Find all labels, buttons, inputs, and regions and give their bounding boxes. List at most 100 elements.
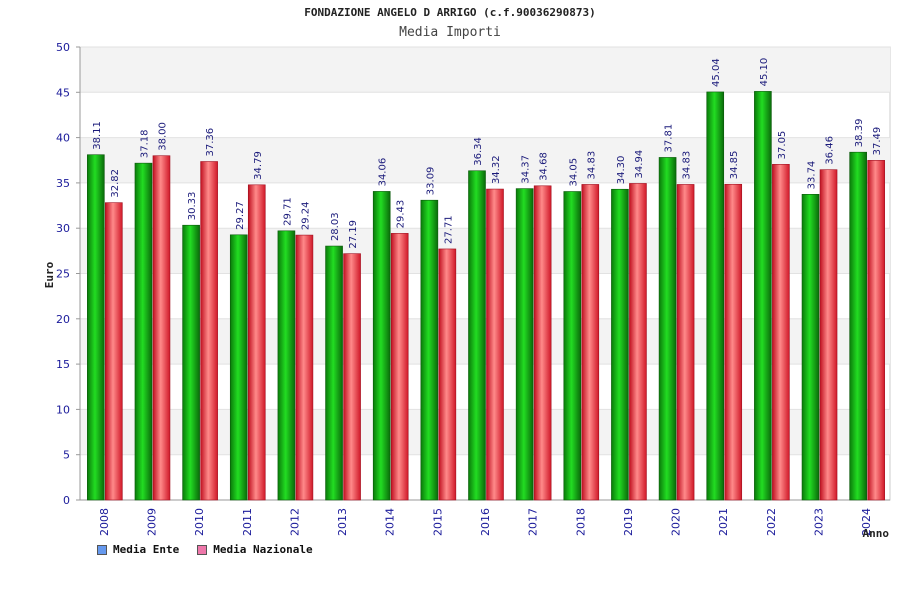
y-tick-label: 30 [56, 222, 70, 235]
x-tick-label: 2008 [98, 508, 111, 536]
bar-media-nazionale [343, 253, 361, 501]
data-label: 38.11 [92, 121, 103, 150]
data-label: 37.36 [205, 128, 216, 157]
bar-media-ente [134, 162, 153, 501]
x-tick-label: 2024 [860, 508, 873, 536]
legend-label: Media Ente [113, 543, 180, 556]
bar-media-ente [420, 199, 439, 501]
data-label: 34.37 [521, 155, 532, 184]
x-tick-label: 2014 [384, 508, 397, 536]
y-tick-label: 45 [56, 86, 70, 99]
y-tick-label: 40 [56, 132, 70, 145]
bar-media-nazionale [676, 184, 695, 501]
x-tick-label: 2019 [622, 508, 635, 536]
x-tick-label: 2018 [574, 508, 587, 536]
bar-media-ente [229, 234, 248, 501]
data-label: 37.81 [664, 124, 675, 153]
x-axis-title: Anno [863, 527, 890, 540]
bar-media-nazionale [724, 183, 743, 501]
bar-media-nazionale [200, 161, 218, 501]
data-label: 29.27 [235, 201, 246, 230]
legend-item-media-ente: Media Ente [97, 543, 179, 556]
data-label: 34.06 [378, 158, 389, 187]
bar-media-ente [515, 188, 534, 501]
bar-media-ente [277, 230, 296, 501]
data-label: 34.85 [729, 151, 740, 180]
data-label: 34.94 [634, 150, 645, 179]
x-tick-label: 2010 [193, 508, 206, 536]
bar-media-ente [182, 224, 200, 501]
bar-media-nazionale [581, 184, 600, 501]
y-tick-label: 25 [56, 268, 70, 281]
data-label: 30.33 [187, 192, 198, 221]
y-tick-label: 15 [56, 358, 70, 371]
legend-swatch [197, 544, 208, 555]
bar-media-ente [754, 91, 772, 501]
data-label: 28.03 [330, 212, 341, 241]
data-label: 37.49 [872, 127, 883, 156]
bar-media-nazionale [390, 233, 409, 501]
grid-band [80, 47, 890, 93]
data-label: 29.43 [396, 200, 407, 229]
data-label: 45.04 [711, 58, 722, 87]
data-label: 37.05 [777, 131, 788, 160]
bar-media-nazionale [295, 234, 314, 501]
bar-media-ente [849, 151, 867, 501]
bar-media-ente [325, 245, 343, 501]
bar-media-nazionale [772, 164, 790, 501]
data-label: 33.09 [425, 167, 436, 196]
data-label: 29.24 [300, 201, 311, 230]
x-tick-label: 2023 [813, 508, 826, 536]
bar-media-ente [611, 188, 629, 501]
x-axis-ticks: 2008 2009 2010 2011 2012 2013 2014 2015 2016 2017… [98, 508, 873, 536]
bar-media-ente [563, 191, 582, 501]
legend-swatch [97, 544, 107, 555]
bar-media-ente [468, 170, 486, 501]
data-label: 34.30 [616, 156, 627, 185]
data-label: 38.39 [854, 119, 865, 148]
data-label: 36.34 [473, 137, 484, 166]
legend-item-media-nazionale: Media Nazionale [197, 543, 313, 556]
y-tick-label: 35 [56, 177, 70, 190]
y-tick-label: 0 [63, 494, 70, 507]
data-label: 37.18 [139, 130, 150, 159]
bar-media-ente [372, 191, 391, 501]
bar-media-ente [87, 154, 105, 501]
bar-media-nazionale [819, 169, 838, 501]
x-tick-label: 2015 [431, 508, 444, 536]
x-tick-label: 2013 [336, 508, 349, 536]
data-label: 34.83 [682, 151, 693, 180]
data-label: 34.68 [539, 152, 550, 181]
data-label: 38.00 [157, 122, 168, 151]
x-tick-label: 2012 [288, 508, 301, 536]
data-label: 29.71 [282, 197, 293, 226]
data-label: 34.32 [491, 155, 502, 184]
x-tick-label: 2022 [765, 508, 778, 536]
data-label: 45.10 [759, 58, 770, 87]
chart-title: FONDAZIONE ANGELO D ARRIGO (c.f.90036290… [304, 6, 596, 19]
data-label: 33.74 [807, 161, 818, 190]
bar-media-nazionale [247, 184, 266, 501]
data-label: 34.83 [586, 151, 597, 180]
bar-media-nazionale [867, 160, 885, 501]
bar-media-nazionale [629, 183, 647, 501]
x-tick-label: 2009 [145, 508, 158, 536]
y-tick-label: 10 [56, 403, 70, 416]
x-tick-label: 2021 [717, 508, 730, 536]
x-tick-label: 2017 [527, 508, 540, 536]
bar-media-ente [706, 91, 725, 501]
y-axis-title: Euro [43, 261, 56, 288]
bar-media-nazionale [486, 188, 504, 501]
bar-media-ente [658, 157, 677, 501]
bar-media-ente [801, 194, 820, 501]
y-tick-label: 20 [56, 313, 70, 326]
bar-media-nazionale [152, 155, 171, 501]
data-label: 27.19 [348, 220, 359, 249]
legend: Media Ente Media Nazionale [97, 543, 313, 556]
data-label: 34.05 [568, 158, 579, 187]
y-tick-label: 50 [56, 41, 70, 54]
bar-media-nazionale [533, 185, 552, 501]
legend-label: Media Nazionale [213, 543, 313, 556]
bar-media-nazionale [438, 248, 457, 501]
